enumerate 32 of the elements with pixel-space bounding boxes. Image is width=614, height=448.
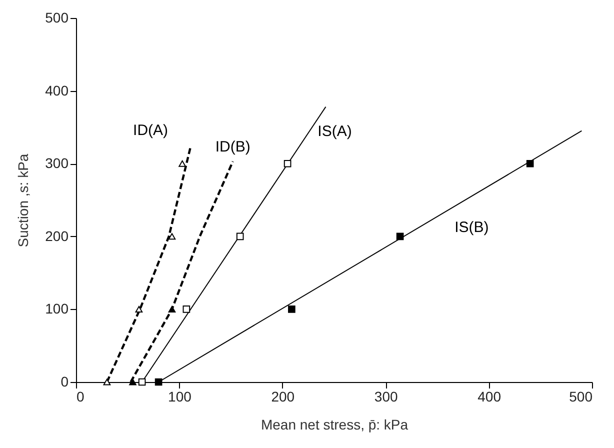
x-axis-title: Mean net stress, p̄: kPa (260, 416, 408, 432)
x-tick-label: 0 (76, 388, 84, 404)
point (182, 306, 190, 313)
y-axis-title: Suction ,s: kPa (15, 154, 32, 248)
point (168, 306, 176, 312)
y-tick-label: 500 (45, 10, 69, 26)
x-tick-label: 300 (374, 388, 398, 404)
y-tick-label: 0 (60, 374, 69, 390)
point (103, 378, 111, 386)
point (526, 160, 534, 168)
point (396, 232, 404, 240)
series-label: ID(A) (133, 122, 168, 139)
x-tick-label: 500 (569, 388, 593, 404)
x-tick-label: 400 (478, 388, 502, 404)
point (168, 233, 176, 240)
y-tick-label: 200 (45, 228, 69, 244)
point (135, 306, 143, 312)
point (284, 160, 292, 168)
series-label: IS(A) (318, 122, 352, 140)
y-tick-label: 400 (45, 82, 69, 98)
y-tick-label: 300 (45, 155, 69, 172)
point (129, 378, 136, 386)
point (138, 378, 146, 386)
point (288, 306, 296, 313)
series-label: ID(B) (215, 138, 250, 156)
point (178, 160, 186, 167)
x-tick-label: 200 (271, 388, 295, 404)
point (236, 232, 244, 240)
series-label: IS(B) (454, 218, 489, 236)
point (154, 378, 162, 386)
y-tick-label: 100 (45, 300, 69, 317)
x-tick-label: 100 (168, 388, 192, 404)
